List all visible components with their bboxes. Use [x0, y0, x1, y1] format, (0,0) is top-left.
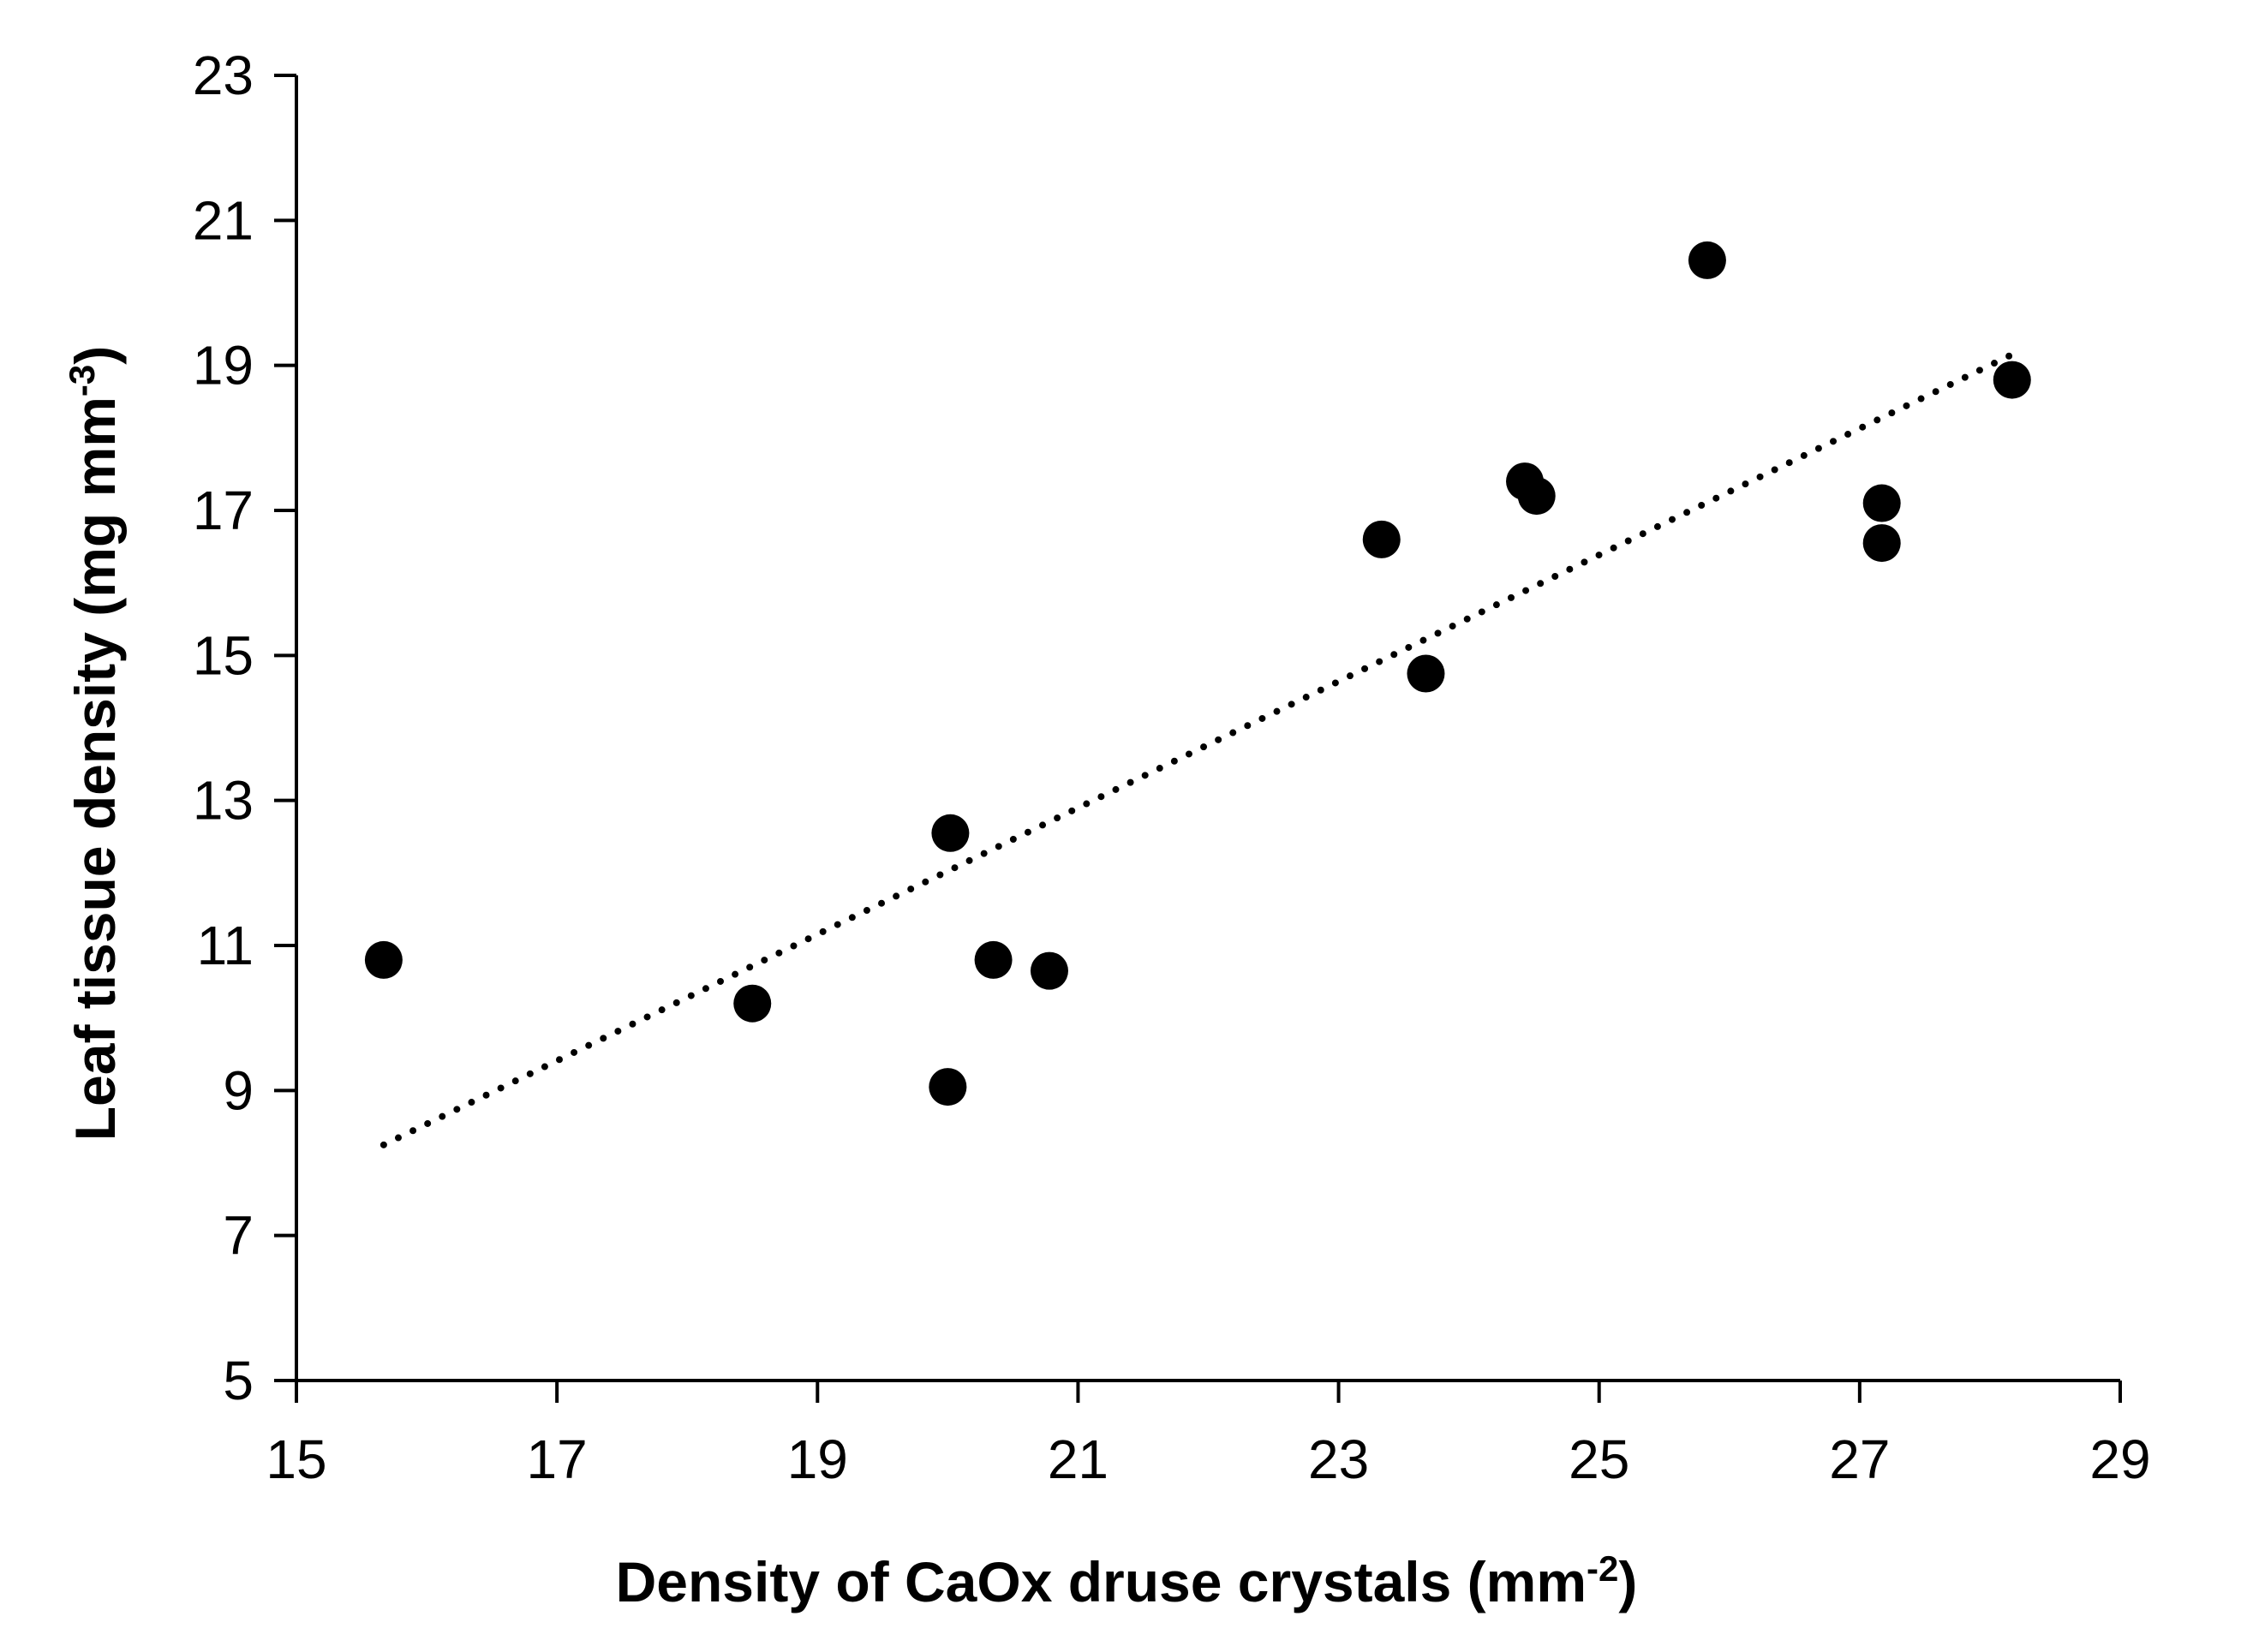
- y-tick-label: 21: [193, 189, 254, 251]
- y-tick-label: 15: [193, 624, 254, 686]
- x-tick-label: 29: [2089, 1428, 2150, 1490]
- x-tick-label: 15: [266, 1428, 326, 1490]
- data-point: [974, 940, 1013, 979]
- y-tick-label: 11: [197, 915, 254, 976]
- data-point: [929, 1068, 967, 1106]
- data-point: [1993, 361, 2031, 399]
- x-tick-label: 21: [1048, 1428, 1109, 1490]
- x-axis-title: Density of CaOx druse crystals (mm-2): [616, 1548, 1638, 1613]
- x-tick-label: 19: [787, 1428, 848, 1490]
- data-points: [364, 241, 2031, 1106]
- x-tick-label: 27: [1829, 1428, 1890, 1490]
- y-tick-label: 13: [193, 770, 254, 832]
- y-tick-label: 19: [193, 335, 254, 397]
- data-point: [1407, 654, 1445, 693]
- data-point: [1862, 484, 1901, 522]
- data-point: [1688, 241, 1726, 279]
- y-axis-title-close: ): [63, 346, 127, 365]
- y-axis-title-main: Leaf tissue density (mg mm: [63, 397, 127, 1141]
- y-tick-label: 17: [193, 480, 254, 541]
- data-point: [1517, 477, 1556, 516]
- data-point: [733, 984, 772, 1023]
- y-axis-ticks: 5 7 9 11 13 15 17 19 21 23: [193, 45, 296, 1411]
- data-point: [1862, 524, 1901, 563]
- data-point: [931, 814, 970, 852]
- y-tick-label: 23: [193, 45, 254, 106]
- x-axis-title-main: Density of CaOx druse crystals (mm: [616, 1550, 1587, 1613]
- data-point: [1362, 520, 1401, 558]
- y-tick-label: 5: [223, 1350, 254, 1411]
- x-axis-ticks: 15 17 19 21 23 25 27 29: [266, 1381, 2151, 1490]
- data-point: [1030, 951, 1068, 990]
- x-tick-label: 23: [1308, 1428, 1369, 1490]
- x-axis-title-close: ): [1618, 1550, 1637, 1613]
- y-tick-label: 9: [223, 1059, 254, 1121]
- y-axis-title: Leaf tissue density (mg mm-3): [62, 346, 127, 1142]
- x-axis-title-superscript: -2: [1587, 1548, 1618, 1589]
- x-tick-label: 17: [527, 1428, 588, 1490]
- x-tick-label: 25: [1569, 1428, 1629, 1490]
- data-point: [364, 940, 403, 979]
- y-axis-title-superscript: -3: [62, 365, 102, 397]
- y-tick-label: 7: [223, 1205, 254, 1267]
